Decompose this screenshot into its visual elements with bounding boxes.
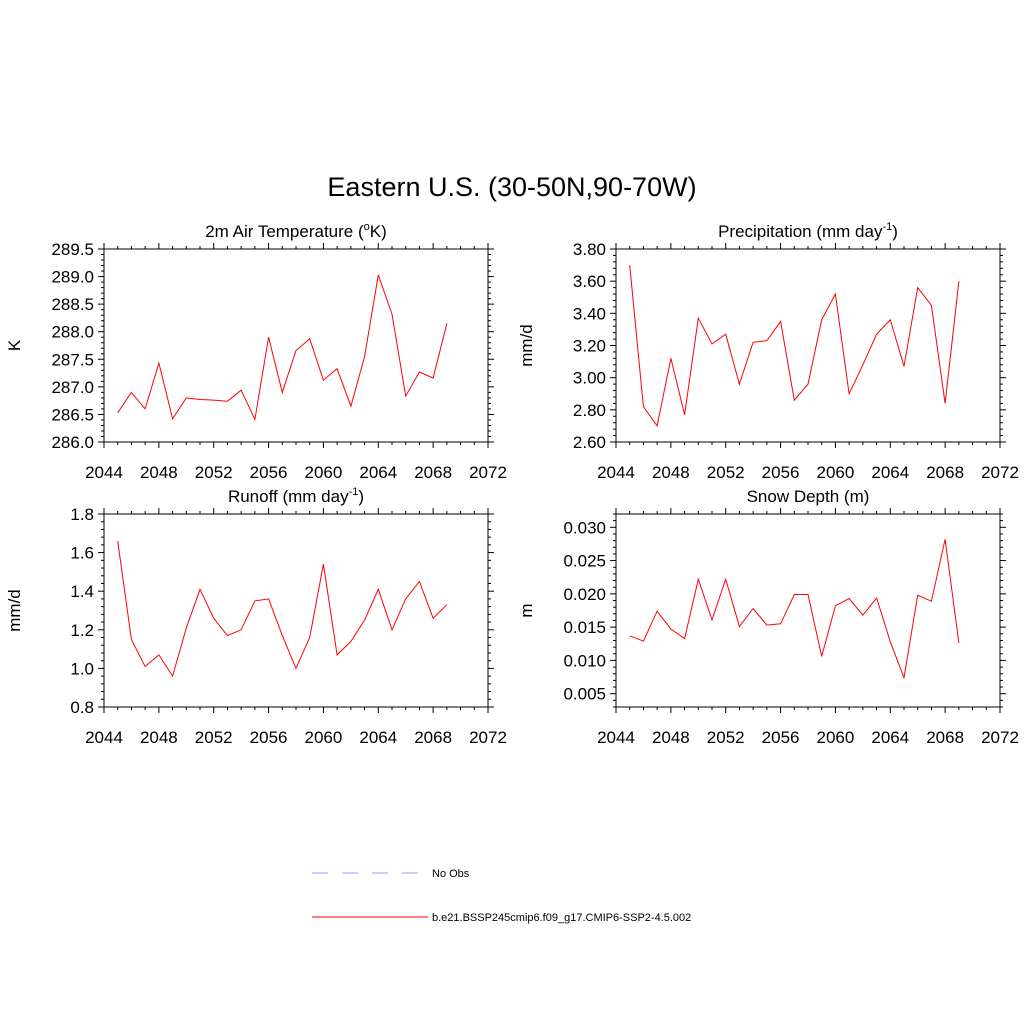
- air-temperature-ytick-label: 286.5: [51, 405, 94, 424]
- snow-depth-frame: [615, 513, 1001, 708]
- air-temperature-xtick-label: 2060: [305, 463, 343, 482]
- snow-depth-xtick-label: 2068: [926, 728, 964, 747]
- precipitation-ytick-label: 2.80: [573, 401, 606, 420]
- air-temperature-ytick-label: 288.0: [51, 323, 94, 342]
- snow-depth-xtick-label: 2060: [817, 728, 855, 747]
- snow-depth-xtick-label: 2044: [597, 728, 635, 747]
- precipitation-ytick-label: 3.80: [573, 240, 606, 259]
- precipitation-frame: [615, 248, 1001, 443]
- precipitation-xtick-label: 2068: [926, 463, 964, 482]
- air-temperature-ytick-label: 289.0: [51, 268, 94, 287]
- snow-depth-ylabel: m: [517, 603, 536, 617]
- snow-depth-series-line: [629, 539, 960, 680]
- air-temperature-xtick-label: 2068: [414, 463, 452, 482]
- air-temperature-ytick-label: 287.0: [51, 378, 94, 397]
- snow-depth-xtick-label: 2056: [762, 728, 800, 747]
- runoff-xtick-label: 2044: [85, 728, 123, 747]
- snow-depth-ytick-label: 0.010: [563, 651, 606, 670]
- snow-depth-xtick-label: 2048: [652, 728, 690, 747]
- air-temperature-ytick-label: 286.0: [51, 433, 94, 452]
- air-temperature-title-text: 2m Air Temperature (: [205, 222, 364, 241]
- air-temperature-ylabel: K: [5, 339, 24, 351]
- precipitation-xtick-label: 2052: [707, 463, 745, 482]
- air-temperature-title: 2m Air Temperature (oK): [205, 221, 387, 241]
- runoff-xtick-label: 2052: [195, 728, 233, 747]
- runoff-xtick-label: 2056: [250, 728, 288, 747]
- runoff-title-text: Runoff (mm day: [228, 487, 349, 506]
- runoff-title: Runoff (mm day-1): [228, 486, 364, 506]
- runoff-series-line: [117, 540, 448, 678]
- runoff-ytick-label: 1.2: [70, 621, 94, 640]
- snow-depth-title-text: Snow Depth (m): [747, 487, 870, 506]
- runoff-ylabel: mm/d: [5, 589, 24, 632]
- precipitation-title: Precipitation (mm day-1): [718, 221, 898, 241]
- runoff-xtick-label: 2048: [140, 728, 178, 747]
- snow-depth-ytick-label: 0.020: [563, 585, 606, 604]
- air-temperature-frame: [103, 248, 489, 443]
- air-temperature-ytick-label: 287.5: [51, 350, 94, 369]
- runoff-xtick-label: 2068: [414, 728, 452, 747]
- snow-depth-ytick-label: 0.025: [563, 552, 606, 571]
- runoff-title-superscript: -1: [349, 486, 359, 498]
- precipitation-xtick-label: 2072: [981, 463, 1019, 482]
- figure-title: Eastern U.S. (30-50N,90-70W): [327, 172, 696, 202]
- air-temperature-xtick-label: 2044: [85, 463, 123, 482]
- snow-depth-title: Snow Depth (m): [747, 487, 870, 506]
- air-temperature-series-line: [117, 274, 448, 422]
- precipitation-xtick-label: 2048: [652, 463, 690, 482]
- snow-depth-xtick-label: 2064: [871, 728, 909, 747]
- snow-depth-ytick-label: 0.005: [563, 685, 606, 704]
- air-temperature-title-suffix: K): [370, 222, 387, 241]
- air-temperature-xtick-label: 2056: [250, 463, 288, 482]
- air-temperature-xtick-label: 2048: [140, 463, 178, 482]
- precipitation-ytick-label: 3.40: [573, 304, 606, 323]
- snow-depth-xtick-label: 2052: [707, 728, 745, 747]
- panel-runoff: 2044 2048 2052 2056 2060 2064 2068 2072 0.8 1.0 1.…: [5, 486, 507, 747]
- precipitation-xtick-label: 2060: [817, 463, 855, 482]
- snow-depth-ytick-label: 0.030: [563, 518, 606, 537]
- precipitation-xtick-label: 2044: [597, 463, 635, 482]
- precipitation-xtick-label: 2064: [871, 463, 909, 482]
- runoff-ytick-label: 1.8: [70, 505, 94, 524]
- precipitation-ytick-label: 2.60: [573, 433, 606, 452]
- runoff-ytick-label: 1.4: [70, 582, 94, 601]
- runoff-xtick-label: 2072: [469, 728, 507, 747]
- legend-label-no-obs: No Obs: [432, 868, 470, 880]
- runoff-xtick-label: 2060: [305, 728, 343, 747]
- runoff-ytick-label: 0.8: [70, 698, 94, 717]
- air-temperature-xtick-label: 2072: [469, 463, 507, 482]
- runoff-ytick-label: 1.0: [70, 659, 94, 678]
- precipitation-title-text: Precipitation (mm day: [718, 222, 883, 241]
- air-temperature-xtick-label: 2064: [359, 463, 397, 482]
- precipitation-xtick-label: 2056: [762, 463, 800, 482]
- panel-snow-depth: 2044 2048 2052 2056 2060 2064 2068 2072 0.005 0.0…: [517, 487, 1019, 747]
- runoff-title-suffix: ): [358, 487, 364, 506]
- air-temperature-ytick-label: 289.5: [51, 240, 94, 259]
- precipitation-title-superscript: -1: [882, 221, 892, 233]
- precipitation-ylabel: mm/d: [517, 324, 536, 367]
- snow-depth-ytick-label: 0.015: [563, 618, 606, 637]
- precipitation-series-line: [629, 265, 960, 428]
- runoff-ytick-label: 1.6: [70, 544, 94, 563]
- precipitation-ytick-label: 3.20: [573, 337, 606, 356]
- legend: No Obs b.e21.BSSP245cmip6.f09_g17.CMIP6-…: [312, 868, 691, 924]
- runoff-xtick-label: 2064: [359, 728, 397, 747]
- legend-label-model: b.e21.BSSP245cmip6.f09_g17.CMIP6-SSP2-4.…: [432, 912, 691, 924]
- snow-depth-xtick-label: 2072: [981, 728, 1019, 747]
- panel-precipitation: 2044 2048 2052 2056 2060 2064 2068 2072 2.60 2.80…: [517, 221, 1019, 482]
- air-temperature-title-superscript: o: [364, 221, 370, 233]
- air-temperature-ytick-label: 288.5: [51, 295, 94, 314]
- panel-air-temperature: 2044 2048 2052 2056 2060 2064 2068 2072 286.0 286…: [5, 221, 507, 482]
- precipitation-ytick-label: 3.60: [573, 272, 606, 291]
- air-temperature-xtick-label: 2052: [195, 463, 233, 482]
- precipitation-ytick-label: 3.00: [573, 369, 606, 388]
- precipitation-title-suffix: ): [892, 222, 898, 241]
